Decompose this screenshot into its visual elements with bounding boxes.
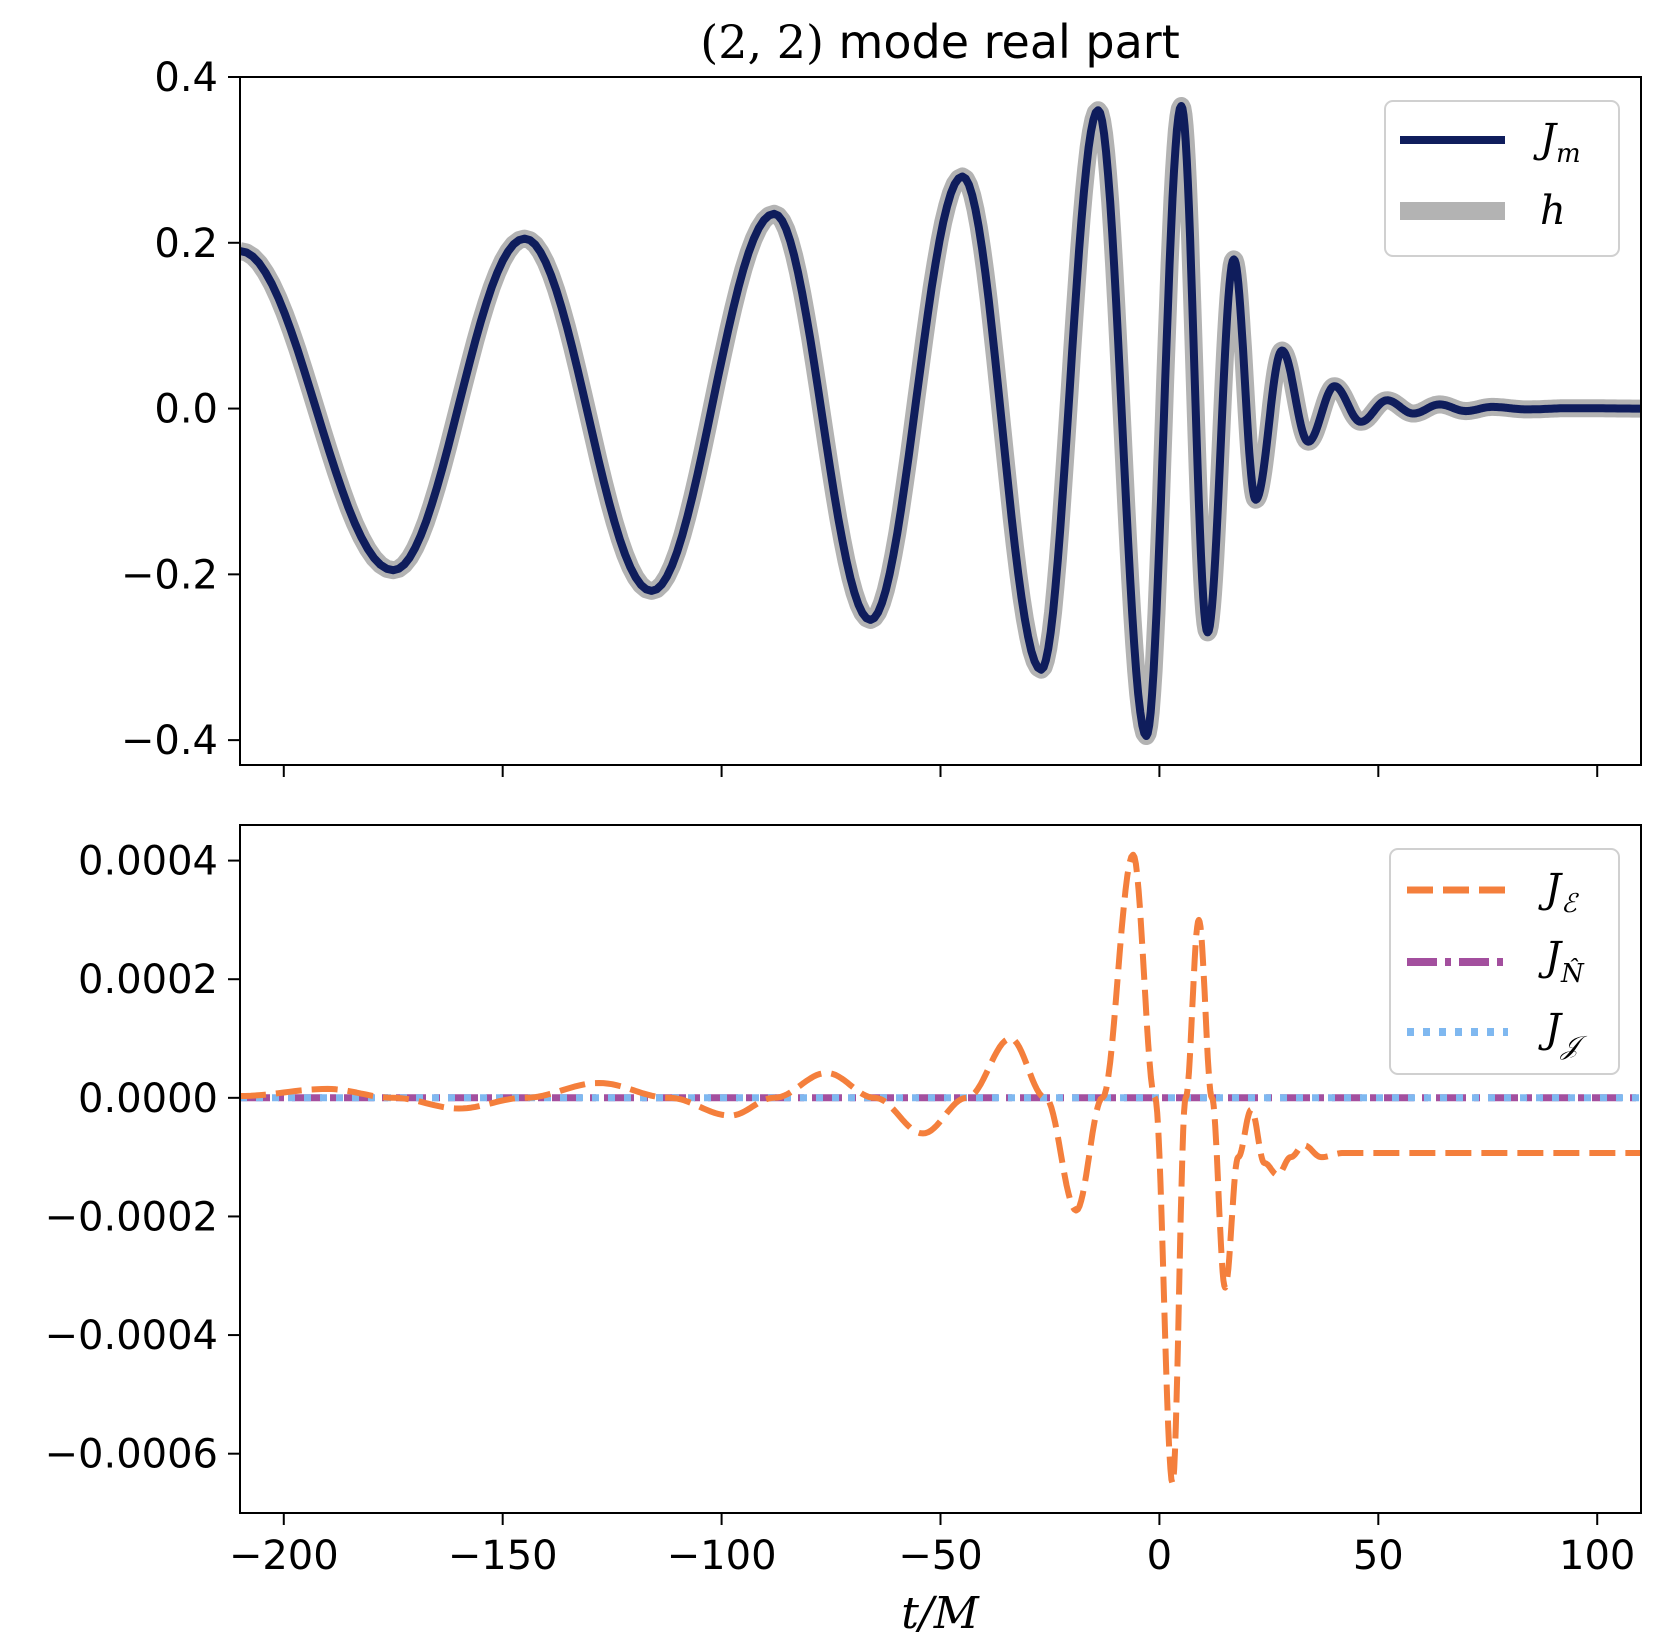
bottom-plot-panel: 0.0004 0.0002 0.0000 −0.0002 −0.0004 −0.0006 −… [45,824,1642,1579]
bottom-xtick-label: −100 [667,1533,777,1579]
legend-label-h: h [1540,188,1566,234]
bottom-axes-group: 0.0004 0.0002 0.0000 −0.0002 −0.0004 −0.0006 −… [45,839,1636,1579]
bottom-ytick-label: 0.0000 [78,1076,218,1122]
bottom-xtick-label: 50 [1353,1533,1404,1579]
top-ytick-label: −0.2 [121,552,218,598]
bottom-legend: Jℰ JN̂ J𝒥 [1389,848,1620,1075]
title-text: mode real part [824,15,1180,69]
series-je-line [240,851,1641,1487]
chart-title: (2, 2) mode real part [700,15,1180,69]
top-legend-box [1384,100,1620,257]
x-axis-label: t/M [901,1588,980,1639]
top-ytick-label: 0.0 [154,387,218,433]
series-jm-line [240,102,1641,740]
top-series-group [240,97,1641,745]
top-ytick-label: −0.4 [121,718,218,764]
bottom-xtick-label: −200 [229,1533,339,1579]
top-axes-group: 0.4 0.2 0.0 −0.2 −0.4 [121,55,1599,777]
bottom-xtick-label: −50 [898,1533,982,1579]
top-legend: Jm h [1384,100,1620,257]
bottom-xtick-label: −150 [448,1533,558,1579]
bottom-ytick-label: −0.0004 [45,1313,218,1359]
title-math: (2, 2) [700,15,824,69]
top-ytick-label: 0.2 [154,221,218,267]
bottom-series-group [240,851,1641,1487]
bottom-ytick-label: 0.0002 [78,957,218,1003]
top-plot-panel: 0.4 0.2 0.0 −0.2 −0.4 Jm h [121,55,1642,777]
top-ytick-label: 0.4 [154,55,218,101]
bottom-ytick-label: 0.0004 [78,839,218,885]
bottom-ytick-label: −0.0006 [45,1432,218,1478]
bottom-ytick-label: −0.0002 [45,1194,218,1240]
bottom-xtick-label: 0 [1147,1533,1172,1579]
bottom-legend-box [1389,848,1620,1075]
bottom-xtick-label: 100 [1559,1533,1635,1579]
